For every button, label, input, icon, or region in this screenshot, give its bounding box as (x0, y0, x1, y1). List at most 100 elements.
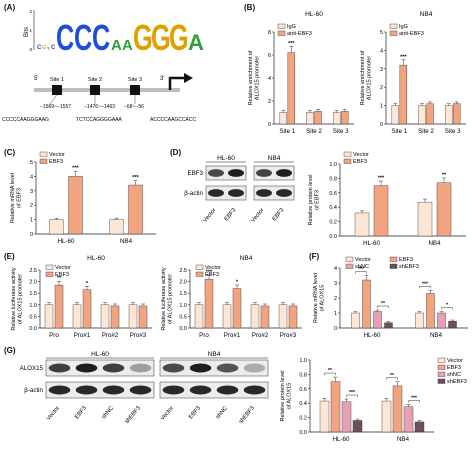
alox15-wb-band (102, 363, 125, 373)
luc-hl60-bar-ebf3-2 (110, 305, 120, 329)
alox15-wb-membrane (45, 381, 155, 399)
alox15-protein-sig: ** (390, 373, 394, 379)
alox15-protein-legend-label: shNC (447, 372, 461, 378)
luc-hl60-xtick: Pro#3 (130, 332, 147, 339)
alox15-mrna-ytick: 1 (334, 311, 337, 317)
svg-text:G: G (42, 45, 46, 51)
chip-hl60-title: HL-60 (305, 11, 323, 18)
svg-text:G: G (151, 18, 171, 59)
ebf3-protein-bar-vector-1 (417, 201, 433, 237)
luc-hl60-bar-ebf3-3 (138, 305, 148, 329)
alox15-wb-band (129, 385, 152, 395)
alox15-mrna-bar-ebf3-0 (362, 279, 371, 329)
chip-nb4-ytick: 0 (380, 122, 383, 128)
alox15-mrna-sig: *** (422, 281, 428, 287)
site-1-label: Site 1 (50, 77, 64, 83)
panel-e-letter: (E) (4, 252, 15, 261)
svg-text:C: C (51, 45, 56, 51)
luc-hl60-sig: * (86, 281, 89, 287)
alox15-protein-sig: *** (349, 390, 355, 396)
chip-nb4-xtick: Site 1 (391, 128, 407, 135)
alox15-protein-sig: *** (411, 396, 417, 402)
alox15-wb-band (189, 363, 212, 373)
chip-hl60-xtick: Site 3 (333, 128, 349, 135)
promoter-5prime: 5' (34, 76, 38, 82)
ebf3-protein-legend-label: Vector (353, 152, 369, 158)
ebf3-mrna-sig: *** (132, 175, 139, 181)
ebf3-wb-lane-label: EBF3 (224, 207, 238, 222)
alox15-protein-bar-vector-0 (319, 400, 330, 433)
alox15-wb-membrane (45, 359, 155, 377)
chip-nb4-plot: NB4 Relative enrichment of ALOX15 promoter… (360, 11, 466, 135)
alox15-protein-ytick: 0.0 (299, 430, 307, 436)
luc-nb4-bar-vector-3 (278, 304, 288, 329)
promoter-line (34, 88, 180, 92)
alox15-mrna-ytick: 0 (334, 326, 337, 332)
alox15-mrna-bar-shebf3-1 (448, 321, 457, 329)
alox15-mrna-bar-ebf3-1 (426, 293, 435, 329)
alox15-protein-xtick: HL-60 (333, 436, 350, 443)
chip-chart-nb4: NB4 Relative enrichment of ALOX15 promoter… (360, 11, 466, 135)
ebf3-mrna-ytick: 5 (30, 160, 33, 166)
sequence-logo-small-letters: C G T C (37, 45, 56, 51)
alox15-wb-band (75, 385, 98, 395)
alox15-wb-lane-label: shEBF3 (238, 405, 256, 425)
luc-hl60-ytick: 2.5 (29, 268, 37, 274)
ebf3-wb-band (208, 189, 224, 197)
panel-b-letter: (B) (244, 3, 256, 12)
logo-axis-label: Bits (24, 27, 30, 37)
chip-hl60-ytick: 8 (268, 30, 271, 36)
chip-hl60-ylabel-line-0: Relative enrichment of (248, 50, 254, 105)
alox15-mrna-legend-swatch (345, 256, 354, 262)
alox15-protein-bar-shnc-0 (341, 401, 352, 433)
chip-nb4-legend-swatch (389, 30, 398, 36)
luc-nb4-xtick: Pro#2 (252, 332, 269, 339)
ebf3-mrna-xtick: HL-60 (58, 238, 75, 245)
chip-nb4-ytick: 5 (380, 30, 383, 36)
luc-nb4-ylabel-line-1: of ALOX15 promoter (168, 274, 174, 324)
ebf3-wb-lane-label: Vector (250, 207, 265, 223)
ebf3-protein-legend-swatch (343, 151, 352, 157)
luc-nb4-ytick: 2.5 (179, 268, 187, 274)
chip-hl60-ylabel-line-1: ALOX15 promoter (255, 56, 261, 100)
luc-hl60-ytick: 0.0 (29, 326, 37, 332)
chip-nb4-bar-anti-ebf3-2 (452, 103, 461, 125)
ebf3-protein-legend-label: EBF3 (353, 159, 367, 165)
alox15-protein-chart: Relative protein level of ALOX15 0.0 0.2 0.4… (280, 357, 467, 443)
chip-hl60-bar-anti-ebf3-1 (314, 111, 322, 125)
ebf3-protein-legend-swatch (343, 158, 352, 164)
ebf3-western-blot: HL-60 Vector EBF3 NB4 Vector EBF3 EBF3 β-actin (184, 155, 295, 224)
alox15-mrna-ytick: 4 (334, 266, 337, 272)
alox15-wb-band (189, 385, 212, 395)
ebf3-wb-band (276, 189, 292, 197)
chip-hl60-legend-swatch (277, 23, 286, 29)
alox15-protein-legend-swatch (437, 364, 446, 370)
luc-nb4-bar-vector-0 (194, 304, 204, 329)
panel-f-letter: (F) (309, 252, 320, 261)
luc-nb4-ylabel-line-0: Relative luciferase activity (161, 267, 167, 331)
svg-text:T: T (47, 46, 50, 51)
luc-hl60-legend-label: Vector (55, 265, 71, 271)
luc-hl60-xtick: Pro#1 (74, 332, 91, 339)
chip-nb4-ytick: 3 (380, 67, 383, 73)
alox15-wb-blot: HL-60 Vector EBF3 shNC shEBF3 NB4 Vector EBF3 sh… (20, 351, 269, 425)
alox15-wb-lane-label: EBF3 (188, 405, 202, 420)
luc-hl60-bar-ebf3-0 (54, 284, 64, 329)
luc-hl60-ytick: 2.0 (29, 280, 37, 286)
logo-tick-1: 1 (29, 28, 32, 33)
ebf3-wb-band (276, 169, 292, 177)
luc-nb4-xtick: Pro#3 (280, 332, 297, 339)
luc-hl60-legend-swatch (45, 271, 54, 277)
luc-nb4-bar-ebf3-3 (288, 305, 298, 329)
chip-nb4-sig: *** (400, 54, 407, 60)
alox15-wb-band (162, 385, 185, 395)
luc-nb4-ytick: 0.5 (179, 314, 187, 320)
site-3-box (130, 85, 140, 95)
alox15-mrna-legend-swatch (389, 263, 398, 269)
alox15-protein-sig: ** (328, 368, 332, 374)
alox15-protein-ylabel-line-1: of ALOX15 (287, 383, 293, 410)
alox15-wb-band (243, 385, 266, 395)
luc-hl60-title: HL-60 (87, 255, 105, 262)
site-2-sequence: TCTCCAGGGGAAA (76, 117, 123, 123)
ebf3-mrna-sig: *** (72, 166, 79, 172)
